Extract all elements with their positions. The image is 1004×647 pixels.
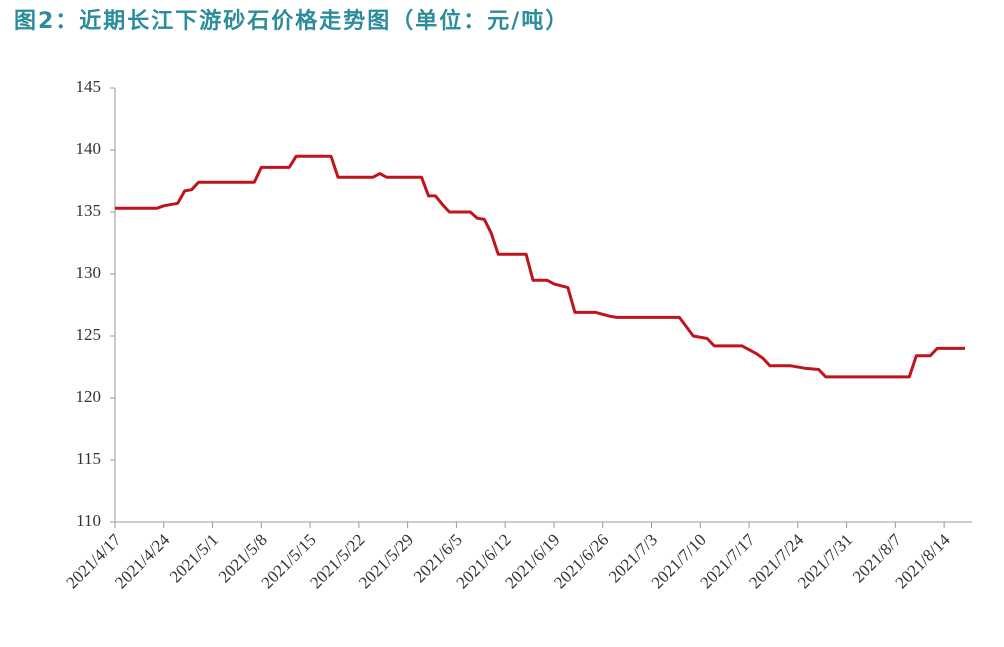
x-tick-label: 2021/4/24	[111, 530, 174, 593]
y-tick-label: 125	[76, 325, 102, 344]
y-tick-label: 115	[76, 449, 101, 468]
x-tick-label: 2021/5/1	[166, 530, 222, 586]
y-tick-label: 130	[76, 263, 102, 282]
chart-title: 图2：近期长江下游砂石价格走势图（单位：元/吨）	[14, 8, 569, 34]
y-tick-label: 120	[76, 387, 102, 406]
y-tick-label: 110	[76, 511, 101, 530]
data-line	[115, 154, 965, 379]
x-tick-label: 2021/8/14	[892, 530, 955, 593]
y-tick-label: 145	[76, 77, 102, 96]
y-tick-label: 135	[76, 201, 102, 220]
y-tick-label: 140	[76, 139, 102, 158]
x-tick-label: 2021/6/26	[550, 530, 612, 592]
